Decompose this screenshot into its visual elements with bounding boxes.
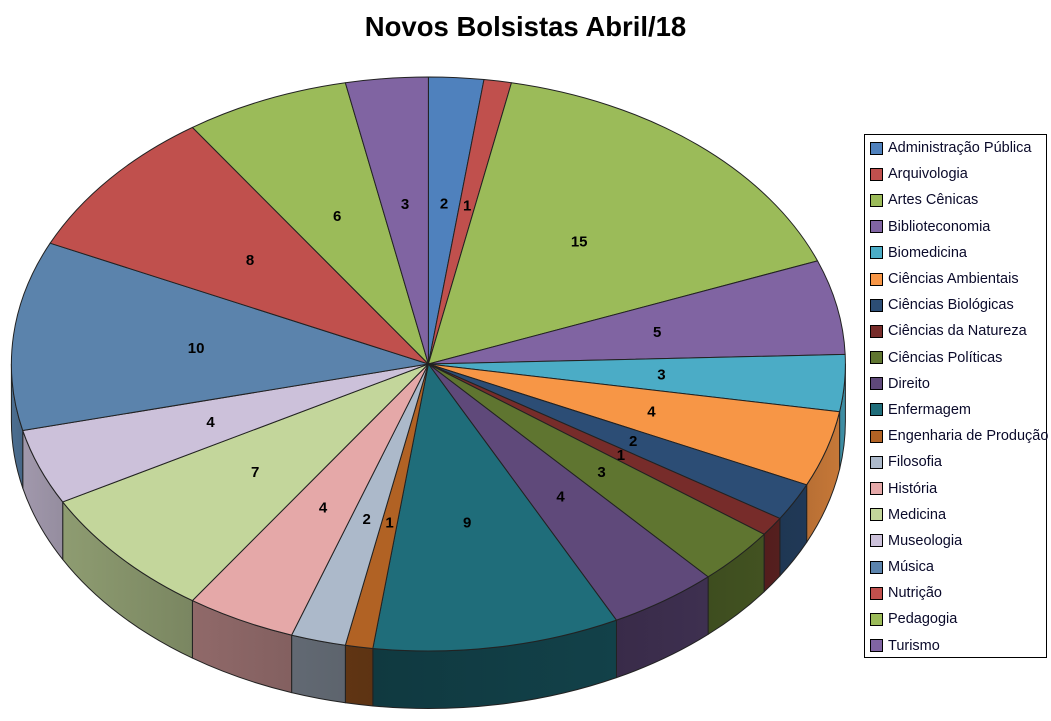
svg-text:4: 4 — [556, 489, 565, 506]
svg-text:4: 4 — [206, 414, 215, 431]
svg-text:9: 9 — [463, 515, 471, 532]
svg-text:3: 3 — [657, 367, 665, 384]
svg-text:1: 1 — [617, 447, 625, 464]
svg-text:4: 4 — [319, 499, 328, 516]
svg-text:3: 3 — [597, 464, 605, 481]
svg-text:2: 2 — [440, 196, 448, 213]
svg-text:2: 2 — [363, 511, 371, 528]
svg-text:8: 8 — [246, 252, 254, 269]
svg-text:10: 10 — [188, 340, 205, 357]
svg-text:3: 3 — [401, 196, 409, 213]
svg-text:2: 2 — [629, 433, 637, 450]
svg-text:15: 15 — [571, 233, 588, 250]
svg-text:4: 4 — [647, 404, 656, 421]
svg-text:1: 1 — [385, 515, 393, 532]
svg-text:1: 1 — [463, 198, 471, 215]
svg-text:6: 6 — [333, 208, 341, 225]
svg-text:5: 5 — [653, 324, 661, 341]
svg-text:7: 7 — [251, 464, 259, 481]
